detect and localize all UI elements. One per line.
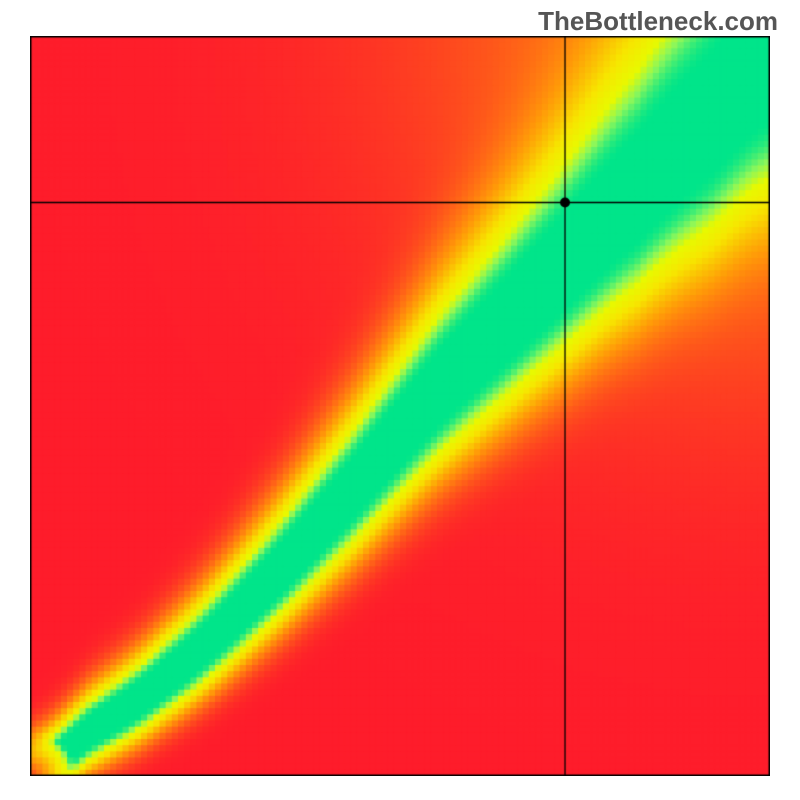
bottleneck-heatmap <box>30 36 770 776</box>
watermark-text: TheBottleneck.com <box>538 6 778 37</box>
chart-container: TheBottleneck.com <box>0 0 800 800</box>
